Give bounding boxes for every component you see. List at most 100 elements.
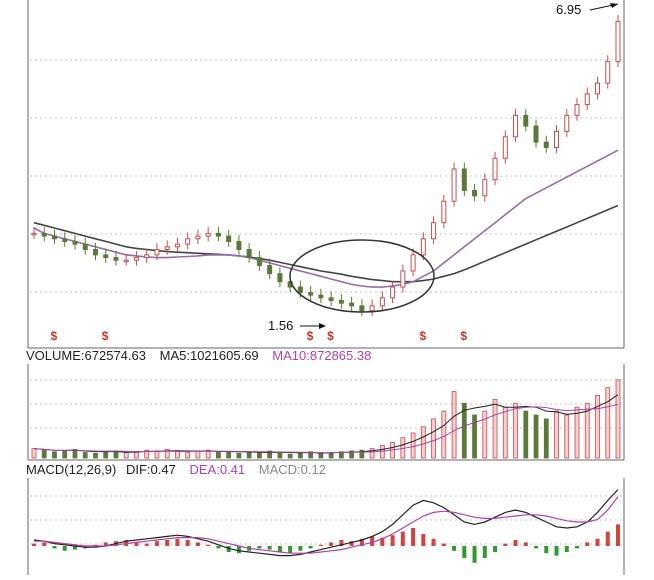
macd-bar (349, 541, 354, 546)
volume-bar (584, 402, 590, 459)
macd-bar (329, 542, 334, 546)
macd-bar (544, 546, 549, 554)
candle-body (174, 243, 180, 248)
volume-bar (185, 452, 191, 459)
signal-marker: $ (460, 329, 467, 343)
macd-bar (482, 546, 487, 558)
candle-body (113, 257, 119, 261)
candle-body (72, 240, 78, 245)
macd-bar (400, 531, 405, 546)
macd-bar (605, 531, 610, 546)
volume-bar (502, 406, 508, 459)
legend-volume-name: VOLUME (26, 348, 81, 363)
volume-bar (461, 402, 467, 459)
macd-bar (154, 541, 159, 546)
macd-bar (411, 528, 416, 546)
volume-bar (379, 445, 385, 459)
legend-ma10-value: 872865.38 (310, 348, 371, 363)
candle-body (133, 257, 139, 261)
candle-body (308, 291, 314, 296)
legend-dif-value: 0.47 (151, 462, 176, 477)
volume-bar (482, 410, 488, 459)
volume-bar (31, 448, 37, 459)
candle-body (205, 232, 211, 237)
macd-bar (503, 543, 508, 546)
macd-bar (421, 534, 426, 546)
signal-marker: $ (50, 329, 57, 343)
dea-line (34, 496, 619, 554)
macd-bar (42, 542, 47, 546)
volume-grid (30, 379, 622, 429)
crossover-circle (289, 239, 435, 313)
macd-lines (33, 489, 619, 557)
macd-bar (206, 544, 211, 546)
volume-bar (492, 398, 498, 459)
macd-bar (462, 546, 467, 558)
macd-bar (103, 542, 108, 546)
candle-body (338, 299, 344, 304)
volume-bar (369, 448, 375, 459)
volume-bar (615, 379, 621, 459)
volume-bar (318, 452, 324, 459)
high-label: 6.95 (556, 2, 581, 17)
candle-body (523, 114, 529, 127)
legend-macd-value: 0.12 (301, 462, 326, 477)
macd-bar (277, 546, 282, 552)
macd-bar (441, 543, 446, 546)
legend-ma5-value: 1021605.69 (190, 348, 259, 363)
volume-bar (236, 452, 242, 459)
candle-body (82, 243, 88, 250)
candles (31, 14, 621, 317)
candle-body (533, 125, 539, 143)
macd-bar (185, 540, 190, 546)
candle-body (267, 265, 273, 275)
candle-body (574, 104, 580, 116)
volume-bar (574, 406, 580, 459)
volume-bar (533, 414, 539, 459)
volume-bar (513, 402, 518, 459)
volume-bar (246, 451, 252, 459)
candle-body (328, 297, 334, 301)
candle-body (584, 93, 590, 106)
candle-body (472, 189, 478, 197)
volume-bar (123, 452, 129, 459)
signal-marker: $ (419, 329, 426, 343)
candle-body (451, 168, 457, 202)
volume-panel: VOLUME:672574.63 MA5:1021605.69 MA10:872… (26, 348, 625, 461)
legend-macd-name: MACD (259, 462, 297, 477)
volume-ma10-line (33, 403, 619, 454)
candle-body (277, 273, 283, 283)
candle-body (92, 249, 98, 256)
candle-body (195, 235, 201, 240)
volume-bar (431, 418, 436, 459)
volume-bar (72, 448, 78, 459)
candle-body (441, 200, 447, 224)
macd-bar (493, 546, 498, 552)
candle-body (543, 141, 549, 149)
macd-bar (339, 540, 344, 546)
macd-bar (216, 546, 221, 549)
candle-body (431, 222, 437, 240)
volume-bar (420, 426, 426, 459)
candle-body (215, 232, 221, 237)
volume-legend: VOLUME:672574.63 MA5:1021605.69 MA10:872… (26, 348, 371, 363)
macd-grid (30, 495, 622, 545)
macd-bar (585, 542, 590, 546)
macd-bar (534, 546, 539, 549)
volume-bar (338, 451, 344, 459)
ma-line-purple (33, 149, 619, 288)
volume-bar (543, 418, 549, 459)
signal-marker: $ (102, 329, 109, 343)
macd-bar (390, 535, 395, 546)
macd-bar (175, 538, 180, 546)
candle-body (144, 254, 150, 259)
macd-bar (62, 546, 67, 551)
volume-bar (164, 448, 170, 459)
candle-body (502, 136, 508, 159)
price-panel: $ $ $ $ $ $ 6.95 1.56 (27, 0, 625, 349)
candle-body (359, 305, 365, 312)
legend-dea-value: 0.41 (220, 462, 245, 477)
macd-bar (144, 543, 149, 546)
